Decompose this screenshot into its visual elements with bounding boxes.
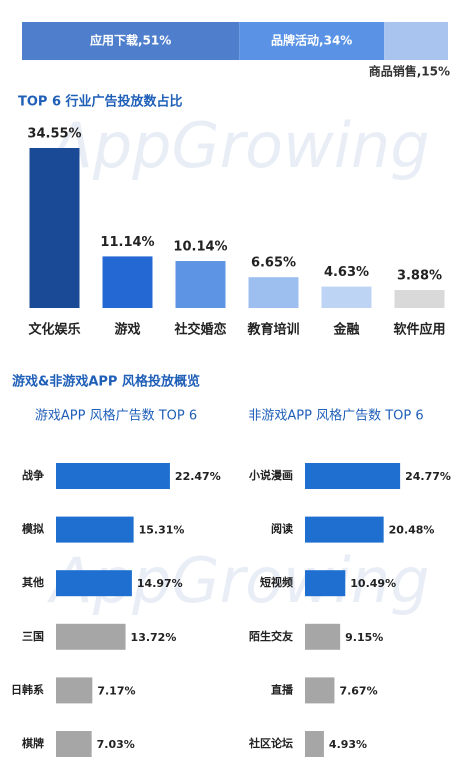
y-tick-label: 三国: [22, 630, 44, 643]
y-tick-label: 棋牌: [21, 736, 44, 750]
value-label: 3.88%: [397, 269, 442, 284]
x-tick-label: 金融: [332, 322, 359, 338]
y-tick-label: 陌生交友: [249, 629, 293, 643]
value-label: 9.15%: [345, 631, 383, 644]
chart-title: TOP 6 行业广告投放数占比: [18, 94, 183, 110]
value-label: 4.63%: [324, 265, 369, 280]
value-label: 商品销售,15%: [369, 64, 450, 79]
x-tick-label: 社交婚恋: [173, 322, 226, 338]
y-tick-label: 模拟: [22, 522, 44, 536]
bar-segment: [384, 22, 448, 60]
value-label: 24.77%: [405, 470, 451, 483]
y-tick-label: 小说漫画: [248, 468, 293, 482]
bar: [305, 463, 401, 489]
value-label: 20.48%: [389, 524, 435, 537]
bar: [394, 290, 445, 308]
value-label: 13.72%: [131, 631, 177, 644]
x-tick-label: 游戏: [114, 322, 140, 338]
bar: [102, 256, 153, 308]
x-tick-label: 文化娱乐: [28, 322, 80, 338]
bar: [56, 677, 93, 704]
value-label: 14.97%: [137, 577, 183, 590]
value-label: 4.93%: [329, 738, 367, 751]
value-label: 10.14%: [173, 240, 227, 255]
y-tick-label: 短视频: [260, 575, 293, 589]
value-label: 6.65%: [251, 256, 296, 271]
y-tick-label: 直播: [271, 682, 294, 696]
bar: [29, 148, 80, 308]
bar: [305, 570, 346, 597]
bar: [305, 623, 341, 650]
value-label: 7.67%: [339, 684, 377, 697]
x-tick-label: 教育培训: [246, 322, 299, 338]
value-label: 22.47%: [175, 470, 221, 483]
y-tick-label: 社区论坛: [248, 736, 293, 750]
bar: [305, 731, 324, 757]
value-label: 34.55%: [27, 127, 81, 142]
bar: [56, 570, 132, 597]
y-tick-label: 日韩系: [11, 682, 44, 696]
value-label: 7.17%: [97, 684, 135, 697]
x-tick-label: 软件应用: [393, 322, 445, 338]
value-label: 7.03%: [97, 738, 135, 751]
section-title: 游戏&非游戏APP 风格投放概览: [12, 374, 200, 390]
bar: [56, 463, 170, 489]
value-label: 10.49%: [350, 577, 396, 590]
y-tick-label: 其他: [22, 575, 44, 589]
bar: [305, 516, 384, 543]
watermark: AppGrowing: [46, 109, 429, 182]
bar: [56, 731, 92, 757]
y-tick-label: 战争: [22, 468, 44, 482]
value-label: 品牌活动,34%: [271, 33, 352, 48]
y-tick-label: 阅读: [271, 522, 293, 536]
bar: [56, 623, 126, 650]
bar: [321, 286, 372, 308]
value-label: 11.14%: [100, 235, 154, 250]
bar: [248, 277, 299, 308]
bar: [56, 516, 134, 543]
chart-title: 非游戏APP 风格广告数 TOP 6: [248, 408, 423, 424]
chart-title: 游戏APP 风格广告数 TOP 6: [35, 408, 197, 424]
value-label: 应用下载,51%: [90, 33, 171, 48]
bar: [305, 677, 335, 704]
value-label: 15.31%: [139, 524, 185, 537]
bar: [175, 261, 226, 308]
bar-segment: [22, 22, 240, 60]
bar-segment: [239, 22, 385, 60]
